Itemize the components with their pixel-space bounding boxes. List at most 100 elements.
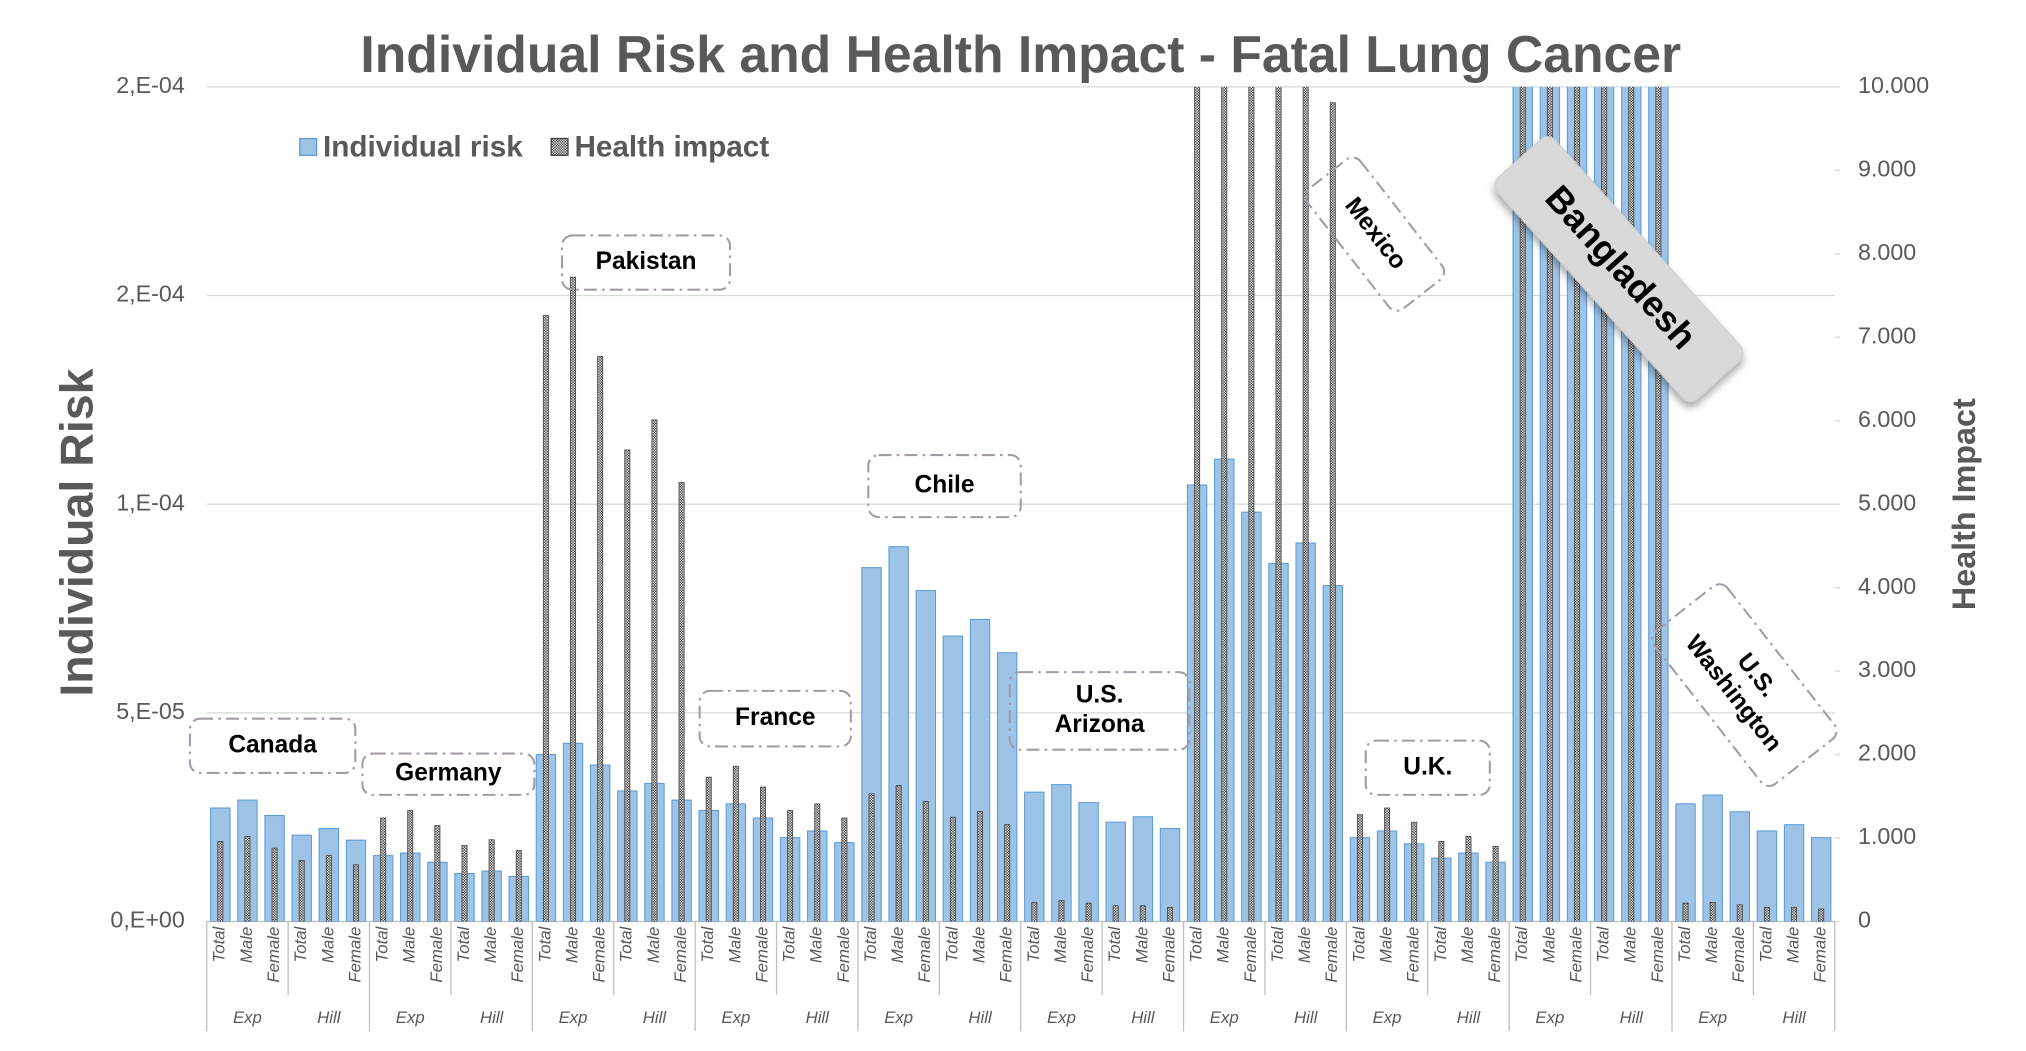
annotation: France (698, 689, 852, 748)
health-impact-bar (1248, 86, 1255, 922)
group-label: Hill (1620, 1008, 1645, 1027)
health-impact-bar (760, 786, 766, 922)
health-impact-bar (244, 835, 251, 922)
group-label: Hill (1457, 1008, 1482, 1027)
risk-bar (915, 590, 936, 922)
health-impact-bar (352, 864, 359, 922)
y-tick-label: 1,E-04 (116, 489, 185, 515)
health-impact-bar (298, 860, 305, 922)
annotation-box (1364, 739, 1491, 796)
legend-swatch (550, 137, 569, 156)
health-impact-bar (1411, 821, 1418, 922)
y2-tick-label: 4.000 (1858, 573, 1916, 599)
x-tick-label: Male (725, 927, 744, 963)
risk-bar (942, 635, 964, 922)
health-impact-bar (1221, 86, 1228, 922)
group-label: Exp (884, 1008, 913, 1027)
annotation-box (1651, 583, 1838, 787)
annotation-label: France (735, 704, 815, 731)
x-tick-label: Total (698, 925, 717, 962)
annotation-box (1494, 136, 1744, 402)
chart-title: Individual Risk and Health Impact - Fata… (360, 25, 1681, 83)
risk-bar (1051, 784, 1072, 922)
health-impact-bar (1601, 86, 1608, 922)
health-impact-bar (1275, 86, 1282, 922)
annotation-label: U.S. (1076, 682, 1124, 709)
group-label: Hill (806, 1008, 831, 1027)
health-impact-bar (895, 785, 902, 922)
health-impact-bar (1519, 86, 1526, 922)
x-tick-label: Male (1458, 927, 1477, 963)
x-tick-label: Female (264, 927, 283, 983)
annotation-box (867, 454, 1022, 519)
health-impact-bar (732, 765, 739, 922)
x-tick-label: Female (427, 927, 446, 983)
group-label: Hill (480, 1008, 505, 1027)
health-impact-bar (1194, 86, 1201, 922)
x-tick-label: Male (1784, 927, 1803, 963)
y2-tick-label: 6.000 (1858, 406, 1916, 432)
annotation-box (561, 234, 732, 291)
health-impact-bar (1818, 908, 1825, 922)
x-tick-label: Total (454, 925, 473, 962)
x-tick-label: Male (318, 927, 337, 963)
health-impact-bar (787, 810, 794, 922)
health-impact-bar (1791, 906, 1798, 922)
x-tick-label: Total (1594, 925, 1613, 962)
x-tick-label: Male (1214, 927, 1233, 963)
x-tick-label: Male (562, 927, 581, 963)
health-impact-bar (434, 825, 441, 922)
x-tick-label: Female (1811, 927, 1830, 983)
x-tick-label: Female (1566, 927, 1585, 983)
x-tick-label: Male (1376, 927, 1395, 963)
x-tick-label: Total (1675, 925, 1694, 962)
risk-bar (861, 567, 882, 922)
annotation: Chile (867, 454, 1022, 519)
x-tick-label: Total (1756, 925, 1775, 962)
x-tick-label: Female (671, 927, 690, 983)
health-impact-bar (1574, 86, 1580, 922)
annotation-label: Arizona (1055, 711, 1145, 738)
annotation: Mexico (1304, 156, 1446, 312)
x-tick-label: Total (1024, 925, 1043, 962)
health-impact-bar (1682, 902, 1689, 922)
annotation-box (1008, 671, 1191, 751)
x-tick-label: Male (888, 927, 907, 963)
group-label: Hill (643, 1008, 668, 1027)
y2-tick-label: 5.000 (1858, 489, 1916, 515)
y-tick-label: 5,E-05 (116, 698, 185, 724)
annotation: U.K. (1364, 739, 1491, 796)
legend-swatch (299, 137, 318, 156)
x-tick-label: Female (1322, 927, 1341, 983)
health-impact-bar (651, 419, 658, 922)
group-label: Hill (317, 1008, 342, 1027)
x-tick-label: Total (210, 925, 229, 962)
legend-label: Health impact (574, 131, 769, 164)
health-impact-bar (570, 276, 577, 922)
annotation-label: U.K. (1403, 753, 1452, 780)
x-tick-label: Male (237, 927, 256, 963)
y2-tick-label: 3.000 (1858, 656, 1916, 682)
group-label: Hill (1131, 1008, 1156, 1027)
y2-tick-label: 7.000 (1858, 322, 1916, 348)
health-impact-bar (542, 315, 549, 922)
y2-tick-label: 1.000 (1858, 823, 1916, 849)
x-tick-label: Female (752, 927, 771, 983)
x-tick-label: Total (1187, 925, 1206, 962)
health-impact-bar (488, 839, 495, 922)
annotation-label: Mexico (1339, 192, 1411, 274)
risk-bar (969, 618, 991, 922)
x-tick-label: Female (1241, 927, 1260, 983)
x-tick-label: Female (1485, 927, 1504, 983)
health-impact-bar (1438, 841, 1445, 922)
health-impact-bar (1031, 901, 1038, 922)
health-impact-bar (949, 816, 956, 922)
group-label: Exp (1698, 1008, 1727, 1027)
health-impact-bar (217, 841, 224, 922)
x-tick-label: Female (1404, 927, 1423, 983)
x-tick-label: Female (1078, 927, 1097, 983)
risk-bar (1078, 802, 1099, 922)
x-tick-label: Total (1268, 925, 1287, 962)
